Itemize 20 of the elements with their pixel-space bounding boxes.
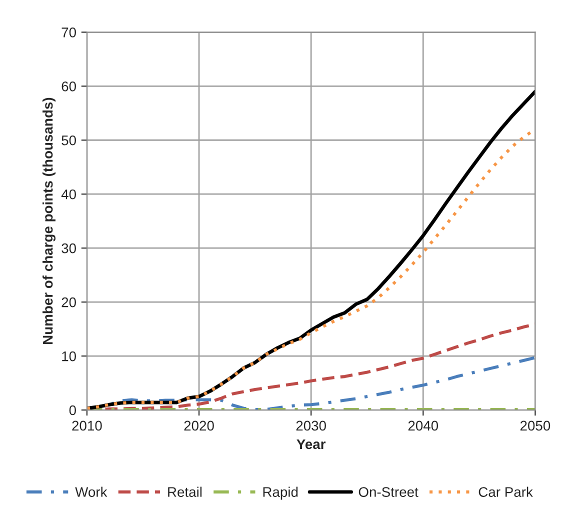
legend-label: Retail <box>168 486 202 497</box>
x-tick-label: 2050 <box>520 420 550 431</box>
y-tick-label: 70 <box>62 28 76 38</box>
legend-label: On-Street <box>358 487 418 497</box>
legend-label: Car Park <box>478 486 533 497</box>
y-tick-label: 10 <box>62 351 76 362</box>
x-axis-title: Year <box>296 439 326 450</box>
y-axis-title: Number of charge points (thousands) <box>42 98 56 344</box>
x-tick-label: 2010 <box>72 420 102 431</box>
x-tick-label: 2040 <box>408 420 438 431</box>
legend-label: Rapid <box>263 486 298 500</box>
x-tick-label: 2030 <box>296 420 326 431</box>
y-tick-label: 50 <box>62 135 76 146</box>
y-tick-label: 20 <box>62 297 76 308</box>
y-tick-label: 60 <box>62 81 76 92</box>
y-tick-label: 0 <box>69 405 76 416</box>
y-tick-label: 40 <box>61 189 76 200</box>
y-tick-label: 30 <box>62 243 76 254</box>
legend-label: Work <box>75 486 108 497</box>
x-tick-label: 2020 <box>184 420 214 431</box>
